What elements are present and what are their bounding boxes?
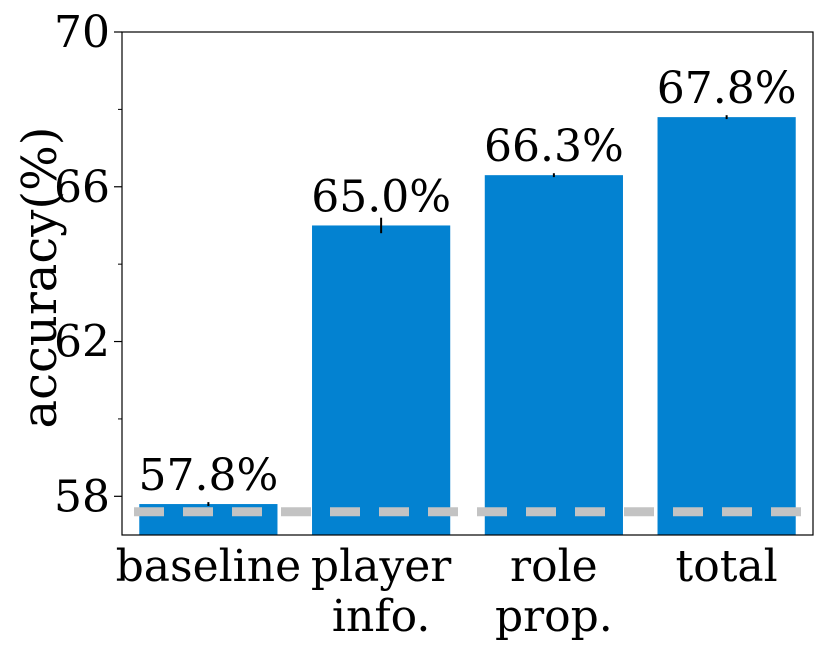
x-category-label: prop. [495, 591, 613, 642]
x-category-label: role [510, 541, 598, 592]
bar [312, 225, 451, 535]
y-axis-ticks: 58 62 66 70 [54, 7, 122, 522]
bar-data-label: 66.3% [484, 121, 624, 172]
x-category-label: player [311, 541, 452, 592]
y-tick-label: 58 [54, 471, 110, 522]
y-tick-label: 70 [54, 7, 110, 58]
x-category-label: info. [332, 591, 430, 642]
x-category-label: baseline [116, 541, 302, 592]
bar-data-labels: 57.8% 65.0% 66.3% 67.8% [138, 63, 796, 501]
y-axis-label: accuracy(%) [12, 127, 68, 429]
y-tick-label: 62 [54, 317, 110, 368]
bars [139, 115, 796, 535]
bar [484, 175, 623, 535]
bar-data-label: 57.8% [138, 450, 278, 501]
plot-frame [121, 31, 814, 536]
bar-data-label: 67.8% [657, 63, 797, 114]
y-tick-label: 66 [54, 162, 110, 213]
x-category-label: total [676, 541, 778, 592]
bar [657, 117, 796, 535]
bar-data-label: 65.0% [311, 171, 451, 222]
